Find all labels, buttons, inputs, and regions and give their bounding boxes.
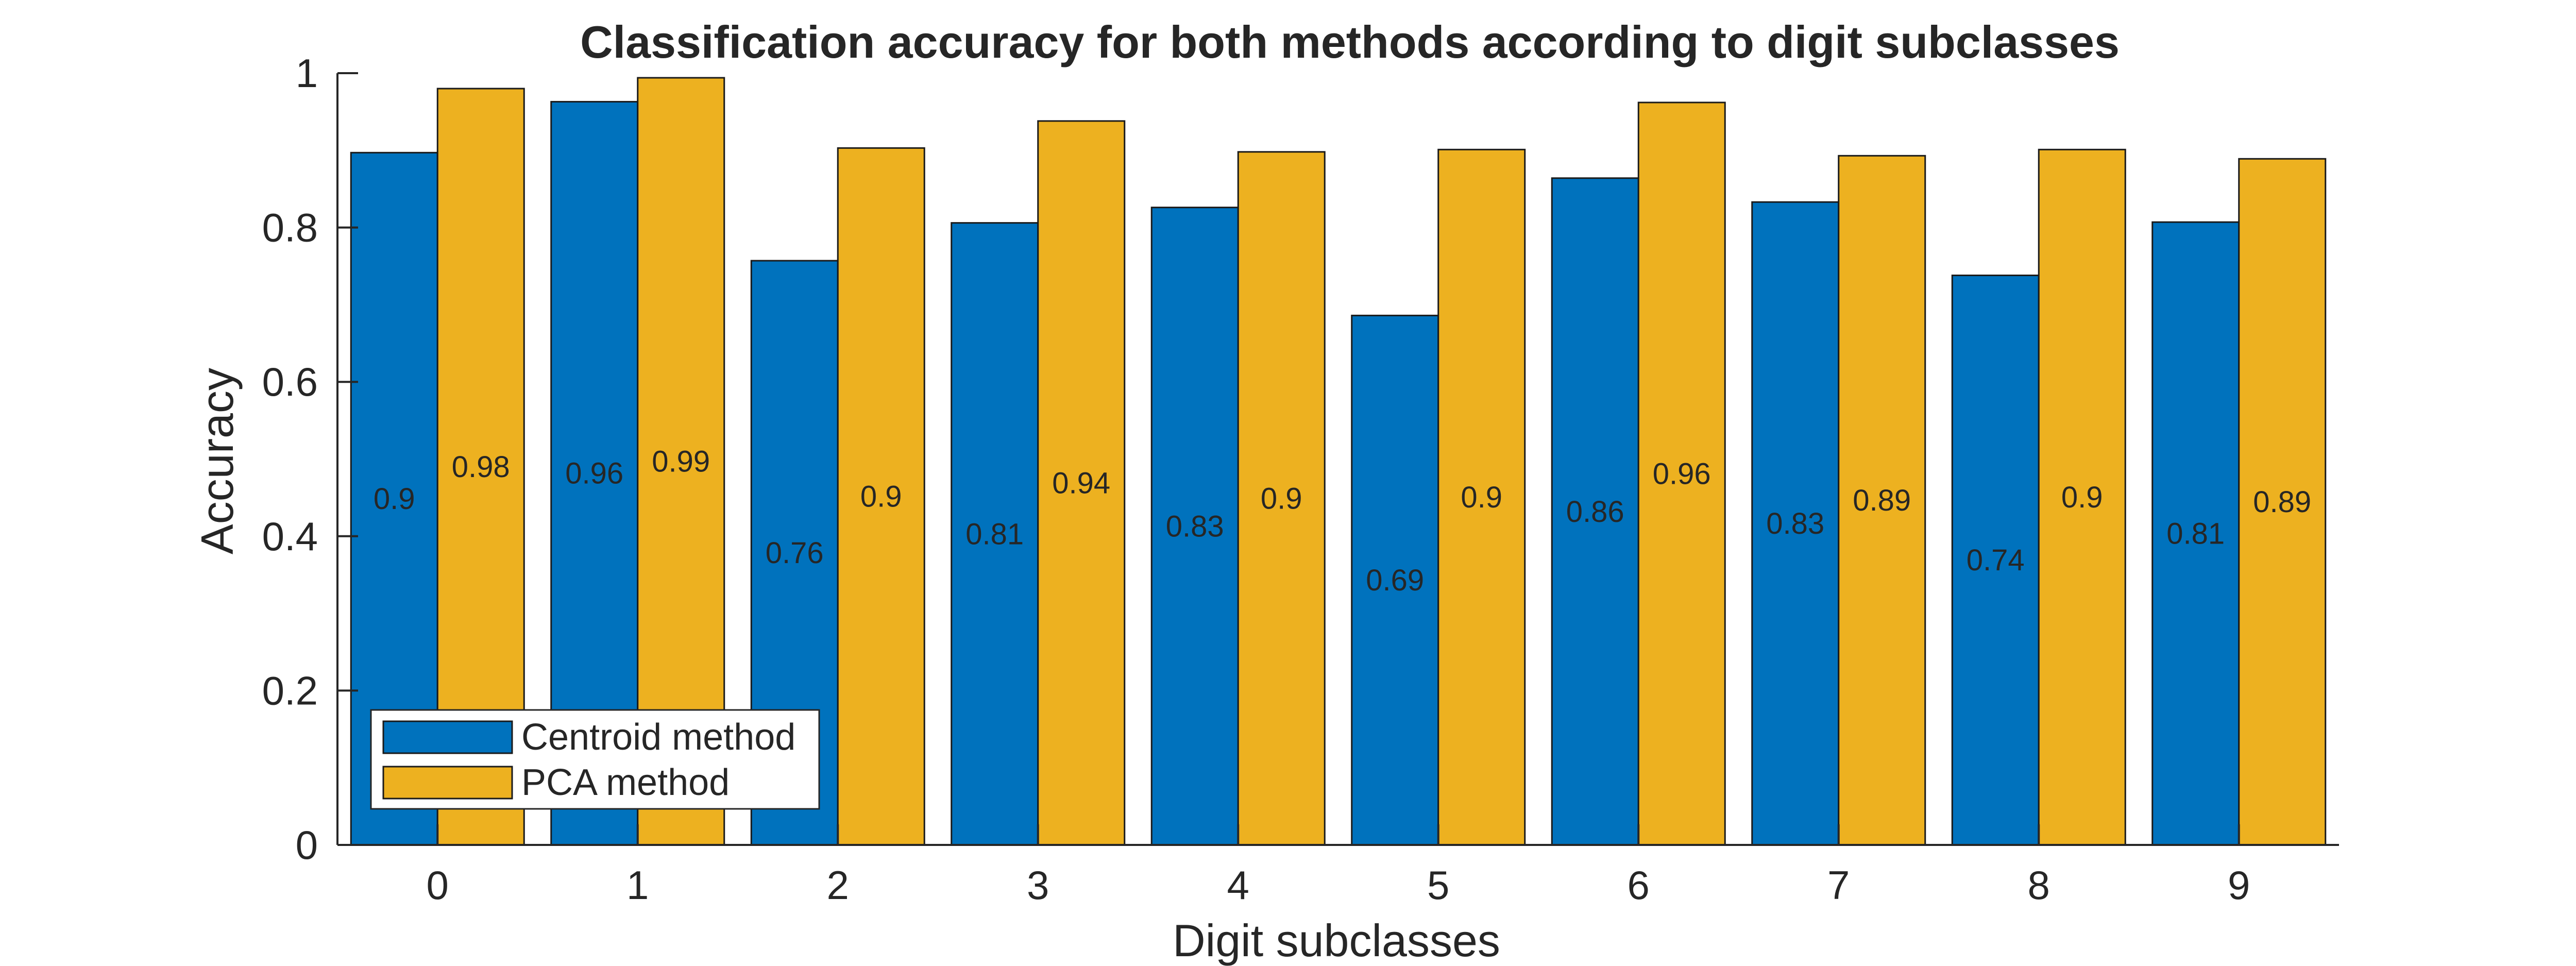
bar-value-label: 0.9 <box>1461 481 1502 514</box>
x-axis-label: Digit subclasses <box>1173 915 1500 966</box>
y-tick-label: 1 <box>296 50 318 96</box>
bar-value-label: 0.69 <box>1366 564 1424 597</box>
bar-pca-8 <box>2038 148 2126 846</box>
x-tick-label: 1 <box>626 862 649 908</box>
x-tick-label: 6 <box>1628 862 1650 908</box>
bar-value-label: 0.94 <box>1052 466 1110 500</box>
bar-value-label: 0.9 <box>860 480 902 514</box>
bar-value-label: 0.98 <box>452 450 510 484</box>
axes-layer: 00.20.40.60.810 1 2 3 4 5 6 7 8 9 <box>262 50 2339 908</box>
bar-centroid-6 <box>1551 177 1639 846</box>
bar-labels-layer: 0.9 0.98 0.96 0.99 0.76 0.9 0.81 0.94 0.83 0.9 0.6… <box>374 445 2311 597</box>
chart-title: Classification accuracy for both methods… <box>580 16 2120 67</box>
bar-value-label: 0.83 <box>1766 507 1824 540</box>
bar-value-label: 0.9 <box>1261 482 1302 515</box>
bar-centroid-8 <box>1951 274 2040 846</box>
x-tick-label: 3 <box>1027 862 1049 908</box>
x-tick-label: 4 <box>1227 862 1249 908</box>
bar-value-label: 0.86 <box>1566 495 1624 529</box>
bar-pca-4 <box>1237 151 1326 846</box>
y-tick-label: 0 <box>296 822 318 868</box>
bar-value-label: 0.99 <box>652 445 710 478</box>
bar-value-label: 0.74 <box>1967 544 2025 577</box>
x-tick-label: 0 <box>427 862 449 908</box>
bar-centroid-9 <box>2151 221 2240 846</box>
y-axis-label: Accuracy <box>192 368 243 554</box>
x-tick-label: 9 <box>2228 862 2250 908</box>
y-tick-label: 0.4 <box>262 514 318 559</box>
bar-value-label: 0.76 <box>766 536 824 570</box>
legend-swatch-centroid <box>382 720 513 754</box>
bar-centroid-7 <box>1751 201 1840 846</box>
legend-swatch-pca <box>382 766 513 800</box>
x-tick-label: 5 <box>1427 862 1449 908</box>
x-tick-label: 8 <box>2028 862 2050 908</box>
bar-value-label: 0.9 <box>374 482 415 516</box>
legend-entry-pca: PCA method <box>521 762 730 803</box>
bar-value-label: 0.9 <box>2061 481 2103 514</box>
legend-entry-centroid: Centroid method <box>521 717 795 758</box>
bar-value-label: 0.89 <box>2253 485 2311 519</box>
bar-pca-2 <box>837 147 925 846</box>
x-tick-label: 7 <box>1827 862 1850 908</box>
x-tick-label: 2 <box>827 862 849 908</box>
bar-pca-7 <box>1838 155 1926 846</box>
bar-value-label: 0.96 <box>565 457 623 490</box>
bar-value-label: 0.96 <box>1653 457 1711 490</box>
bar-pca-6 <box>1637 101 1726 846</box>
bar-pca-9 <box>2238 158 2327 846</box>
bar-value-label: 0.83 <box>1166 510 1224 543</box>
bar-value-label: 0.81 <box>2166 517 2225 551</box>
y-tick-label: 0.2 <box>262 668 318 713</box>
y-tick-label: 0.8 <box>262 205 318 250</box>
bar-value-label: 0.89 <box>1853 484 1911 517</box>
bar-pca-3 <box>1037 120 1126 846</box>
bar-pca-5 <box>1437 148 1526 846</box>
bar-value-label: 0.81 <box>965 517 1024 551</box>
y-tick-label: 0.6 <box>262 359 318 404</box>
